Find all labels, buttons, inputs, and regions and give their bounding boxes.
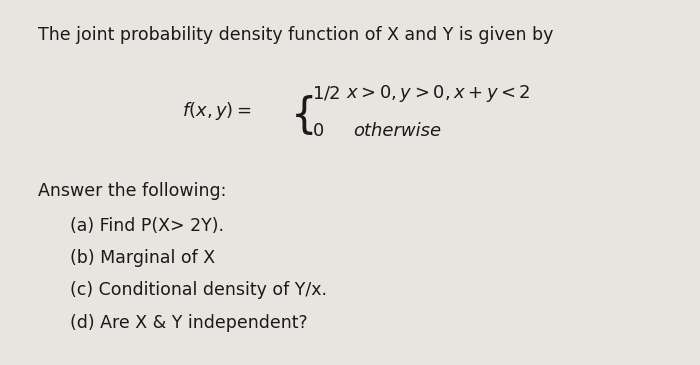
Text: $\{$: $\{$ <box>290 93 314 137</box>
Text: (d) Are X & Y independent?: (d) Are X & Y independent? <box>70 314 307 331</box>
Text: (c) Conditional density of Y/x.: (c) Conditional density of Y/x. <box>70 281 327 299</box>
Text: Answer the following:: Answer the following: <box>38 182 227 200</box>
Text: otherwise: otherwise <box>354 122 442 141</box>
Text: (a) Find P(X> 2Y).: (a) Find P(X> 2Y). <box>70 217 224 235</box>
Text: (b) Marginal of X: (b) Marginal of X <box>70 249 215 267</box>
Text: $0$: $0$ <box>312 122 323 141</box>
Text: The joint probability density function of X and Y is given by: The joint probability density function o… <box>38 26 554 43</box>
Text: $f(x, y) =$: $f(x, y) =$ <box>182 100 251 122</box>
Text: $1/2$: $1/2$ <box>312 84 340 102</box>
Text: $x > 0, y > 0, x + y < 2$: $x > 0, y > 0, x + y < 2$ <box>346 82 531 104</box>
